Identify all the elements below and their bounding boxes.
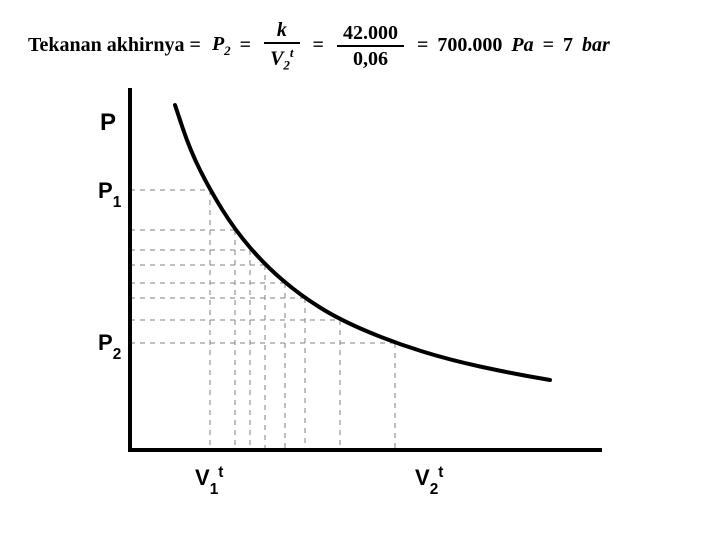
fraction-1-num: k — [264, 20, 299, 44]
fraction-2-num: 42.000 — [337, 23, 404, 47]
result-bar-unit: bar — [582, 34, 610, 57]
p2-sub: 2 — [224, 43, 231, 58]
pv-chart: PP1P2V1tV2t — [80, 80, 640, 510]
frac1-den-V: V — [270, 48, 283, 70]
equation-row: Tekanan akhirnya = P2 = k V2t = 42.000 0… — [28, 20, 610, 72]
result-bar-val: 7 — [563, 34, 573, 57]
fraction-2: 42.000 0,06 — [337, 23, 404, 69]
lead-text: Tekanan akhirnya = — [28, 34, 201, 57]
fraction-1-den: V2t — [264, 44, 299, 72]
frac1-den-sup: t — [290, 45, 294, 60]
fraction-1: k V2t — [264, 20, 299, 72]
p2-letter: P — [212, 33, 224, 55]
equals-4: = — [543, 34, 554, 57]
svg-text:P: P — [100, 109, 116, 136]
p2-symbol: P2 — [212, 33, 231, 59]
result-val: 700.000 — [437, 34, 502, 57]
equals-2: = — [313, 34, 324, 57]
equals-3: = — [417, 34, 428, 57]
pv-chart-svg: PP1P2V1tV2t — [80, 80, 640, 510]
equals-1: = — [240, 34, 251, 57]
result-unit-pa: Pa — [511, 34, 533, 57]
fraction-2-den: 0,06 — [337, 47, 404, 69]
